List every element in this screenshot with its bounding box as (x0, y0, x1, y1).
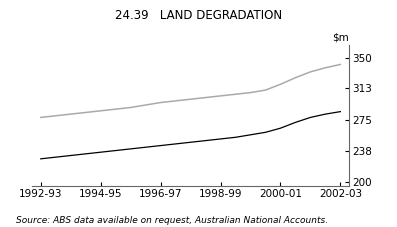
Lost value of land (53, 156, 58, 158)
Lost profit (203, 96, 208, 99)
Lost value of land (263, 131, 268, 134)
Text: $m: $m (333, 33, 349, 43)
Lost profit (143, 104, 148, 106)
Lost profit (218, 94, 223, 97)
Lost profit (68, 113, 73, 116)
Lost profit (248, 91, 253, 94)
Lost value of land (278, 127, 283, 130)
Text: Source: ABS data available on request, Australian National Accounts.: Source: ABS data available on request, A… (16, 216, 328, 225)
Lost profit (263, 89, 268, 91)
Lost profit (128, 106, 133, 109)
Lost profit (53, 114, 58, 117)
Line: Lost value of land: Lost value of land (41, 112, 340, 159)
Lost value of land (128, 148, 133, 150)
Lost profit (83, 111, 88, 114)
Lost value of land (158, 144, 163, 147)
Lost profit (278, 83, 283, 86)
Lost value of land (203, 139, 208, 142)
Lost profit (188, 98, 193, 101)
Lost value of land (248, 133, 253, 136)
Lost value of land (233, 136, 238, 139)
Lost profit (158, 101, 163, 104)
Lost value of land (308, 116, 313, 119)
Lost profit (98, 109, 103, 112)
Lost value of land (83, 153, 88, 155)
Lost value of land (323, 113, 328, 116)
Lost profit (233, 93, 238, 96)
Lost value of land (113, 149, 118, 152)
Lost profit (338, 63, 343, 66)
Lost value of land (39, 158, 43, 160)
Lost profit (39, 116, 43, 119)
Lost value of land (188, 141, 193, 144)
Text: 24.39   LAND DEGRADATION: 24.39 LAND DEGRADATION (115, 9, 282, 22)
Lost profit (173, 99, 178, 102)
Lost profit (323, 66, 328, 69)
Lost value of land (218, 138, 223, 140)
Lost profit (308, 71, 313, 73)
Lost value of land (338, 110, 343, 113)
Line: Lost profit: Lost profit (41, 64, 340, 117)
Lost profit (293, 76, 298, 79)
Lost value of land (98, 151, 103, 153)
Lost value of land (293, 121, 298, 124)
Lost value of land (68, 154, 73, 157)
Lost value of land (143, 146, 148, 149)
Lost profit (113, 108, 118, 111)
Lost value of land (173, 143, 178, 145)
